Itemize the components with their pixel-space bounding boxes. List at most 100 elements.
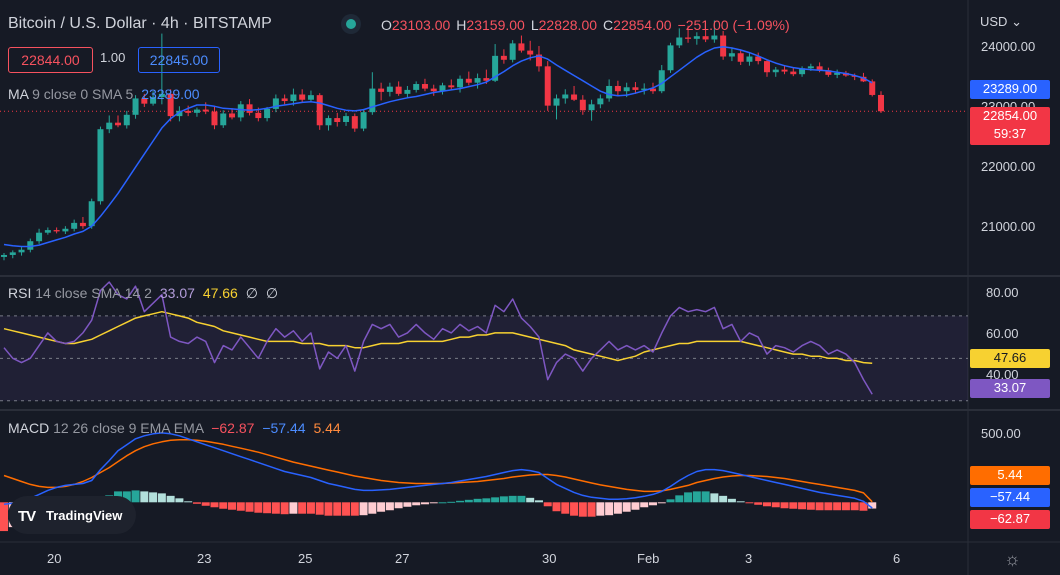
- candle-body: [544, 66, 551, 106]
- macd-histogram-bar: [727, 498, 736, 503]
- candle-body: [264, 108, 271, 119]
- macd-histogram-bar: [806, 502, 815, 510]
- macd-histogram-bar: [456, 500, 465, 503]
- macd-histogram-bar: [473, 498, 482, 503]
- last-price-tag: 22854.00 59:37: [970, 107, 1050, 145]
- macd-legend[interactable]: MACD 12 26 close 9 EMA EMA −62.87 −57.44…: [8, 420, 341, 436]
- macd-histogram-bar: [263, 502, 272, 514]
- time-axis-label: 6: [893, 551, 901, 566]
- macd-histogram-bar: [499, 496, 508, 503]
- change-value: −251.00 (−1.09%): [677, 17, 790, 33]
- macd-histogram-bar: [245, 502, 254, 512]
- ma-legend[interactable]: MA 9 close 0 SMA 5 23289.00: [8, 86, 200, 102]
- macd-value-tag: −57.44: [970, 488, 1050, 507]
- candle-body: [588, 104, 595, 111]
- candle-body: [123, 114, 130, 126]
- buy-button[interactable]: 22845.00: [138, 47, 220, 73]
- candle-body: [641, 88, 648, 90]
- candle-body: [448, 85, 455, 88]
- macd-histogram-bar: [648, 502, 657, 506]
- macd-histogram-bar: [368, 502, 377, 514]
- order-quantity[interactable]: 1.00: [100, 50, 126, 65]
- settings-gear-icon[interactable]: ☼: [1004, 549, 1021, 569]
- candle-body: [272, 98, 279, 109]
- candle-body: [158, 93, 165, 98]
- sell-button[interactable]: 22844.00: [8, 47, 93, 73]
- candle-body: [676, 37, 683, 46]
- macd-histogram-bar: [412, 502, 421, 506]
- candle-body: [553, 98, 560, 106]
- macd-histogram-bar: [201, 502, 210, 506]
- macd-histogram-bar: [420, 502, 429, 505]
- macd-histogram-bar: [333, 502, 342, 516]
- macd-histogram-bar: [710, 493, 719, 503]
- candle-body: [527, 50, 534, 55]
- macd-histogram-bar: [675, 495, 684, 503]
- candle-body: [728, 53, 735, 57]
- macd-histogram-bar: [0, 502, 8, 532]
- macd-histogram-bar: [657, 502, 666, 504]
- symbol-title[interactable]: Bitcoin / U.S. Dollar · 4h · BITSTAMP: [8, 15, 272, 32]
- candle-body: [711, 35, 718, 40]
- candle-body: [816, 66, 823, 71]
- time-axis-label: 20: [47, 551, 62, 566]
- macd-histogram-bar: [561, 502, 570, 514]
- candle-body: [430, 88, 437, 92]
- candle-body: [378, 88, 385, 92]
- macd-histogram-bar: [131, 490, 140, 503]
- macd-histogram-bar: [736, 501, 745, 503]
- rsi-sma-tag: 47.66: [970, 349, 1050, 368]
- macd-hist-tag: −62.87: [970, 510, 1050, 529]
- macd-histogram-bar: [385, 502, 394, 511]
- candle-body: [421, 84, 428, 89]
- macd-histogram-bar: [596, 502, 605, 516]
- macd-histogram-bar: [192, 502, 201, 504]
- candle-body: [535, 54, 542, 67]
- price-axis-label: 24000.00: [981, 39, 1036, 54]
- candle-body: [597, 98, 604, 105]
- time-axis-label: 27: [395, 551, 410, 566]
- candle-body: [36, 232, 43, 242]
- macd-histogram-bar: [815, 502, 824, 511]
- candle-body: [360, 112, 367, 129]
- macd-histogram-bar: [342, 502, 351, 516]
- candle-body: [404, 89, 411, 94]
- macd-histogram-bar: [403, 502, 412, 507]
- rsi-legend[interactable]: RSI 14 close SMA 14 2 33.07 47.66 ∅ ∅: [8, 285, 279, 301]
- candle-body: [571, 94, 578, 100]
- macd-histogram-bar: [526, 497, 535, 503]
- tradingview-logo[interactable]: TV TradingView: [8, 496, 136, 534]
- macd-histogram-bar: [701, 491, 710, 503]
- candle-body: [334, 118, 341, 123]
- candle-body: [746, 56, 753, 62]
- macd-histogram-bar: [166, 495, 175, 503]
- candle-body: [106, 122, 113, 130]
- macd-histogram-bar: [868, 502, 877, 509]
- bar-countdown: 59:37: [993, 126, 1027, 141]
- macd-histogram-bar: [780, 502, 789, 509]
- chevron-down-icon: ⌄: [1011, 14, 1022, 29]
- candle-body: [799, 68, 806, 75]
- candle-body: [509, 43, 516, 60]
- macd-histogram-bar: [447, 501, 456, 503]
- candle-body: [88, 201, 95, 227]
- macd-histogram-bar: [149, 492, 158, 503]
- rsi-axis-label: 80.00: [986, 285, 1019, 300]
- candle-body: [299, 94, 306, 100]
- macd-histogram-bar: [306, 502, 315, 514]
- candle-body: [220, 113, 227, 126]
- candle-body: [246, 104, 253, 113]
- candle-body: [763, 61, 770, 73]
- rsi-axis-label: 40.00: [986, 367, 1019, 382]
- macd-histogram-bar: [640, 502, 649, 508]
- ma-line: [3, 45, 873, 248]
- macd-histogram-bar: [254, 502, 263, 513]
- candle-body: [667, 45, 674, 71]
- candle-body: [614, 85, 621, 92]
- price-axis-label: 21000.00: [981, 219, 1036, 234]
- candle-body: [97, 129, 104, 202]
- macd-histogram-bar: [359, 502, 368, 516]
- currency-selector[interactable]: USD ⌄: [980, 14, 1022, 29]
- macd-histogram-bar: [789, 502, 798, 509]
- candle-body: [807, 66, 814, 69]
